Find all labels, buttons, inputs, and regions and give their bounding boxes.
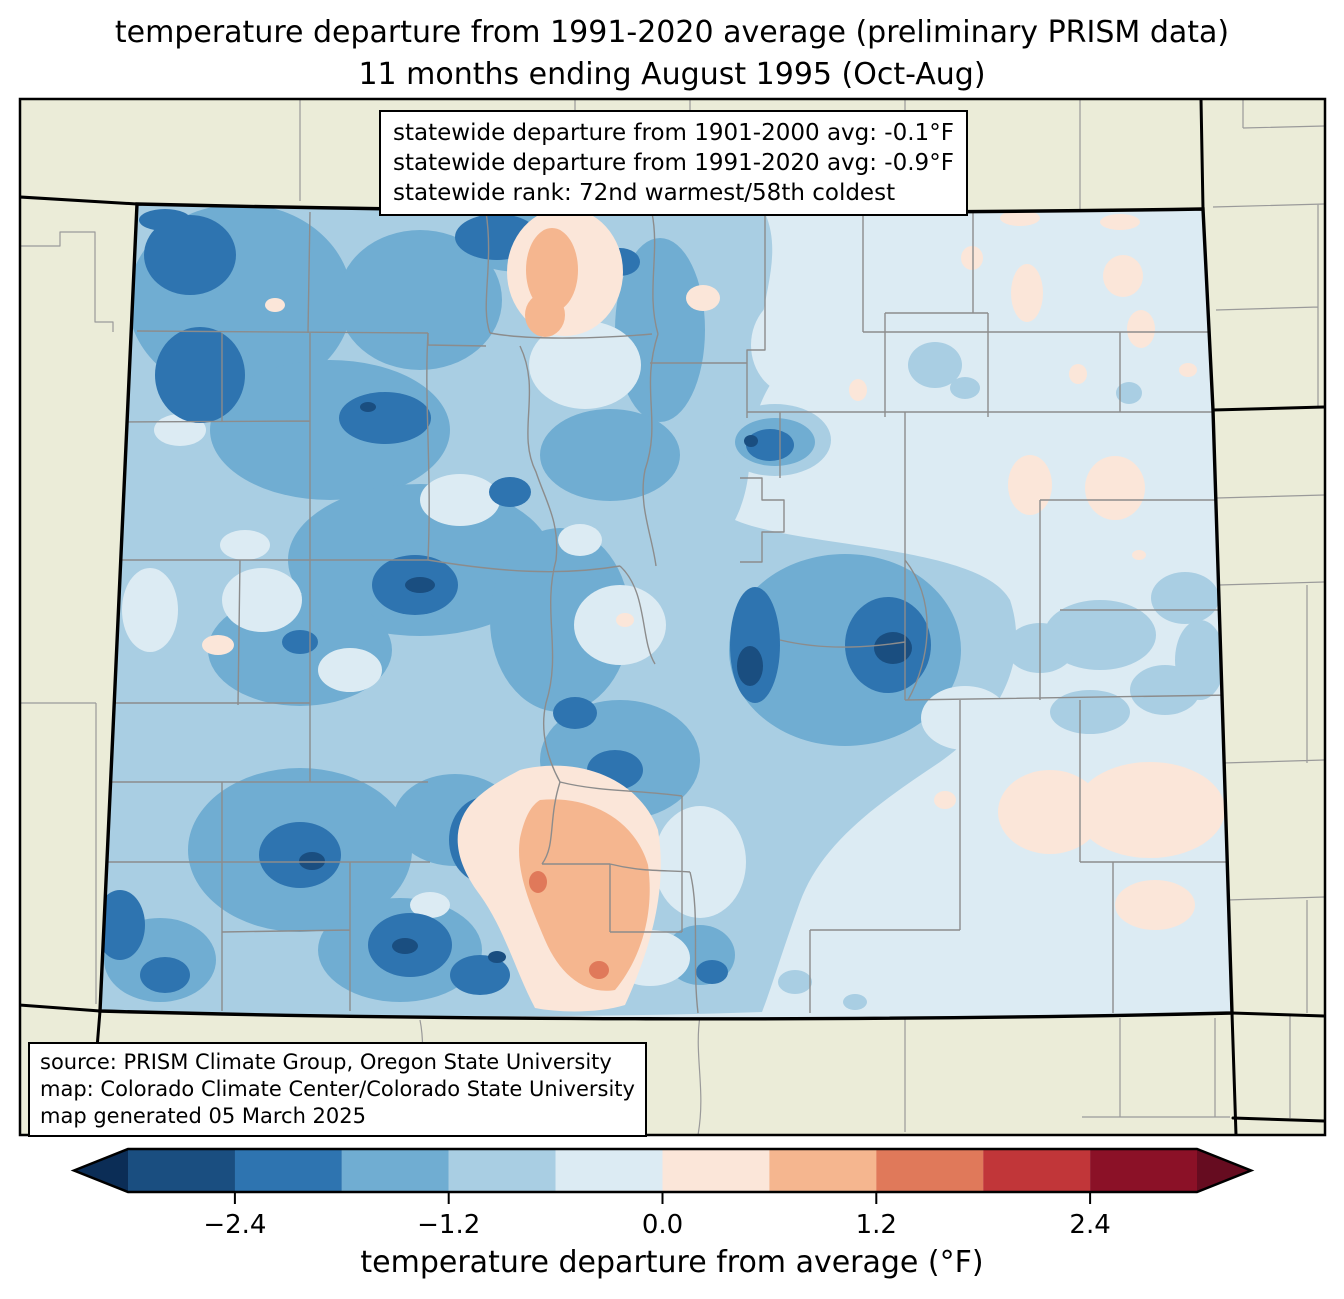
plot-frame xyxy=(18,97,1327,1137)
source-line-3: map generated 05 March 2025 xyxy=(40,1104,367,1128)
colorbar-segment xyxy=(341,1149,449,1192)
county-lines xyxy=(104,209,1232,1014)
colorbar-axis-label: temperature departure from average (°F) xyxy=(360,1245,983,1280)
source-box: source: PRISM Climate Group, Oregon Stat… xyxy=(28,1042,647,1137)
map-area xyxy=(21,100,1324,1134)
colorbar-segment xyxy=(662,1149,770,1192)
colorbar-tick-marks xyxy=(233,1192,1092,1204)
colorbar-segments xyxy=(128,1149,1198,1192)
colorbar-tick-label: −2.4 xyxy=(203,1210,266,1240)
source-line-2: map: Colorado Climate Center/Colorado St… xyxy=(40,1077,635,1101)
colorbar-segment xyxy=(876,1149,984,1192)
colorbar-segment xyxy=(769,1149,877,1192)
colorbar-tick-label: 0.0 xyxy=(642,1210,683,1240)
stats-line-3: statewide rank: 72nd warmest/58th coldes… xyxy=(393,180,896,206)
colorbar-segment xyxy=(983,1149,1091,1192)
colorbar-over-arrow xyxy=(1197,1149,1251,1192)
contour-region-salmon xyxy=(519,228,650,991)
neighbor-state-borders xyxy=(21,100,1324,1134)
title-line-2: 11 months ending August 1995 (Oct-Aug) xyxy=(358,57,985,92)
colorbar-tick-label: 2.4 xyxy=(1069,1210,1110,1240)
colorbar-tick-label: −1.2 xyxy=(417,1210,480,1240)
colorbar-segment xyxy=(128,1149,235,1192)
colorbar-segment xyxy=(234,1149,342,1192)
stats-line-2: statewide departure from 1991-2020 avg: … xyxy=(393,150,954,176)
colorbar-segment xyxy=(555,1149,663,1192)
stats-line-1: statewide departure from 1901-2000 avg: … xyxy=(393,120,954,146)
colorado-contours xyxy=(100,204,1232,1019)
colorbar-segment xyxy=(448,1149,556,1192)
colorbar-under-arrow xyxy=(74,1149,128,1192)
contour-region-orange-dots xyxy=(529,871,609,979)
colorbar-outline xyxy=(70,1147,1255,1194)
contour-region-navy xyxy=(299,402,912,963)
contour-region-dark-blue xyxy=(100,209,931,995)
stats-box: statewide departure from 1901-2000 avg: … xyxy=(379,110,968,216)
colorbar: −2.4 −1.2 0.0 1.2 2.4 temperature depart… xyxy=(70,1147,1255,1280)
source-line-1: source: PRISM Climate Group, Oregon Stat… xyxy=(40,1050,612,1074)
colorbar-segment xyxy=(1090,1149,1198,1192)
title-line-1: temperature departure from 1991-2020 ave… xyxy=(115,15,1229,50)
colorbar-tick-label: 1.2 xyxy=(856,1210,897,1240)
